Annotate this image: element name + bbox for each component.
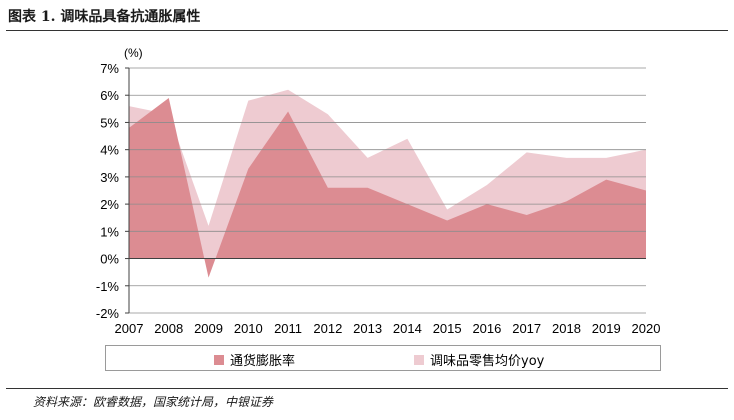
x-tick-label: 2012 (313, 321, 342, 336)
x-tick-label: 2015 (433, 321, 462, 336)
y-tick-label: 5% (100, 115, 119, 130)
x-tick-label: 2014 (393, 321, 422, 336)
legend-item-price-yoy: 调味品零售均价yoy (414, 350, 544, 369)
y-unit-label: (%) (124, 46, 143, 60)
x-tick-label: 2011 (274, 321, 302, 336)
x-tick-label: 2020 (632, 321, 661, 336)
x-tick-label: 2013 (353, 321, 382, 336)
x-tick-label: 2009 (194, 321, 223, 336)
x-tick-label: 2018 (552, 321, 581, 336)
series-area-inflation (129, 97, 646, 278)
legend-swatch-inflation (214, 354, 224, 365)
x-tick-label: 2017 (512, 321, 541, 336)
legend-label-inflation: 通货膨胀率 (230, 354, 296, 369)
x-tick-label: 2019 (592, 321, 621, 336)
title-divider (6, 30, 728, 31)
y-tick-label: 4% (100, 143, 119, 158)
x-tick-label: 2010 (234, 321, 263, 336)
legend-label-price-yoy: 调味品零售均价yoy (430, 354, 545, 369)
x-tick-label: 2007 (115, 321, 144, 336)
source-note: 资料来源：欧睿数据，国家统计局，中银证券 (33, 395, 274, 409)
legend-item-inflation: 通货膨胀率 (214, 350, 295, 369)
x-tick-label: 2016 (472, 321, 501, 336)
y-tick-label: -2% (96, 306, 120, 321)
area-chart: 7% 6% 5% 4% 3% 2% 1% 0% -1% -2%2007 2008 2009 2010 20… (96, 46, 661, 336)
figure-title: 图表 1. 调味品具备抗通胀属性 (8, 9, 201, 25)
legend-swatch-price-yoy (414, 354, 424, 365)
y-tick-label: 3% (100, 170, 119, 185)
x-tick-label: 2008 (154, 321, 183, 336)
y-tick-label: -1% (96, 279, 120, 294)
footer-divider (6, 388, 728, 389)
chart-legend: 通货膨胀率 调味品零售均价yoy (105, 345, 661, 371)
y-tick-label: 1% (100, 224, 119, 239)
y-tick-label: 2% (100, 197, 119, 212)
y-tick-label: 7% (100, 61, 119, 76)
y-tick-label: 6% (100, 88, 119, 103)
y-tick-label: 0% (100, 252, 119, 267)
